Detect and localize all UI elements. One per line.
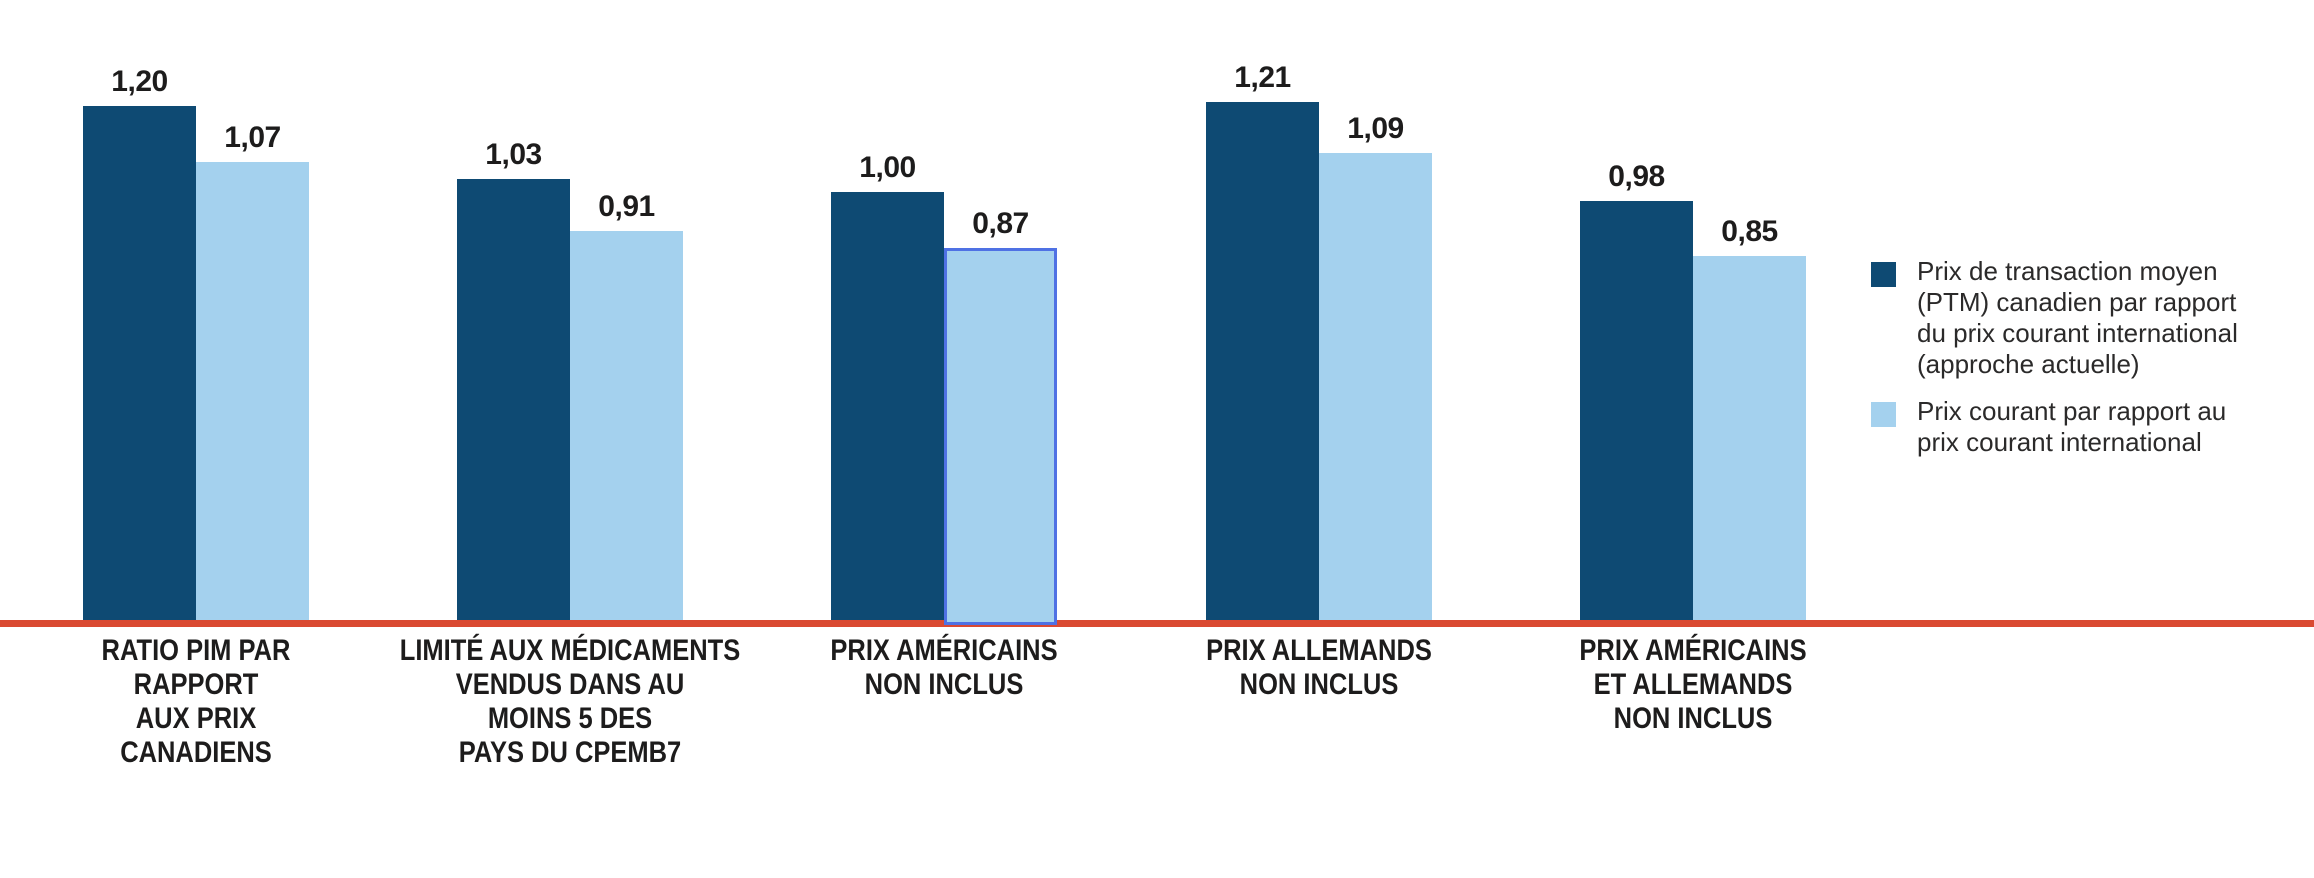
bar-ptm-4[interactable] [1580, 201, 1693, 620]
value-label-prix-courant-4: 0,85 [1721, 215, 1778, 248]
value-label-ptm-3: 1,21 [1234, 61, 1291, 94]
category-label-1: LIMITÉ AUX MÉDICAMENTS VENDUS DANS AU MO… [399, 634, 741, 769]
value-label-prix-courant-3: 1,09 [1347, 112, 1404, 145]
bar-prix-courant-4[interactable] [1693, 256, 1806, 620]
value-label-prix-courant-2: 0,87 [972, 207, 1029, 240]
category-label-3: PRIX ALLEMANDS NON INCLUS [1206, 634, 1432, 701]
value-label-ptm-2: 1,00 [859, 151, 916, 184]
bar-ptm-3[interactable] [1206, 102, 1319, 620]
bar-prix-courant-0[interactable] [196, 162, 309, 620]
category-label-2: PRIX AMÉRICAINS NON INCLUS [830, 634, 1058, 701]
bar-prix-courant-2-selected[interactable] [944, 248, 1057, 625]
bar-prix-courant-1[interactable] [570, 231, 683, 620]
bar-ptm-2[interactable] [831, 192, 944, 620]
value-label-prix-courant-1: 0,91 [598, 190, 655, 223]
bar-ptm-1[interactable] [457, 179, 570, 620]
value-label-ptm-0: 1,20 [111, 65, 168, 98]
value-label-ptm-1: 1,03 [485, 138, 542, 171]
category-label-0: RATIO PIM PAR RAPPORT AUX PRIX CANADIENS [101, 634, 291, 769]
category-label-4: PRIX AMÉRICAINS ET ALLEMANDS NON INCLUS [1579, 634, 1807, 735]
value-label-ptm-4: 0,98 [1608, 160, 1665, 193]
bar-ptm-0[interactable] [83, 106, 196, 620]
bar-prix-courant-3[interactable] [1319, 153, 1432, 620]
x-axis-line [0, 620, 2314, 627]
value-label-prix-courant-0: 1,07 [224, 121, 281, 154]
